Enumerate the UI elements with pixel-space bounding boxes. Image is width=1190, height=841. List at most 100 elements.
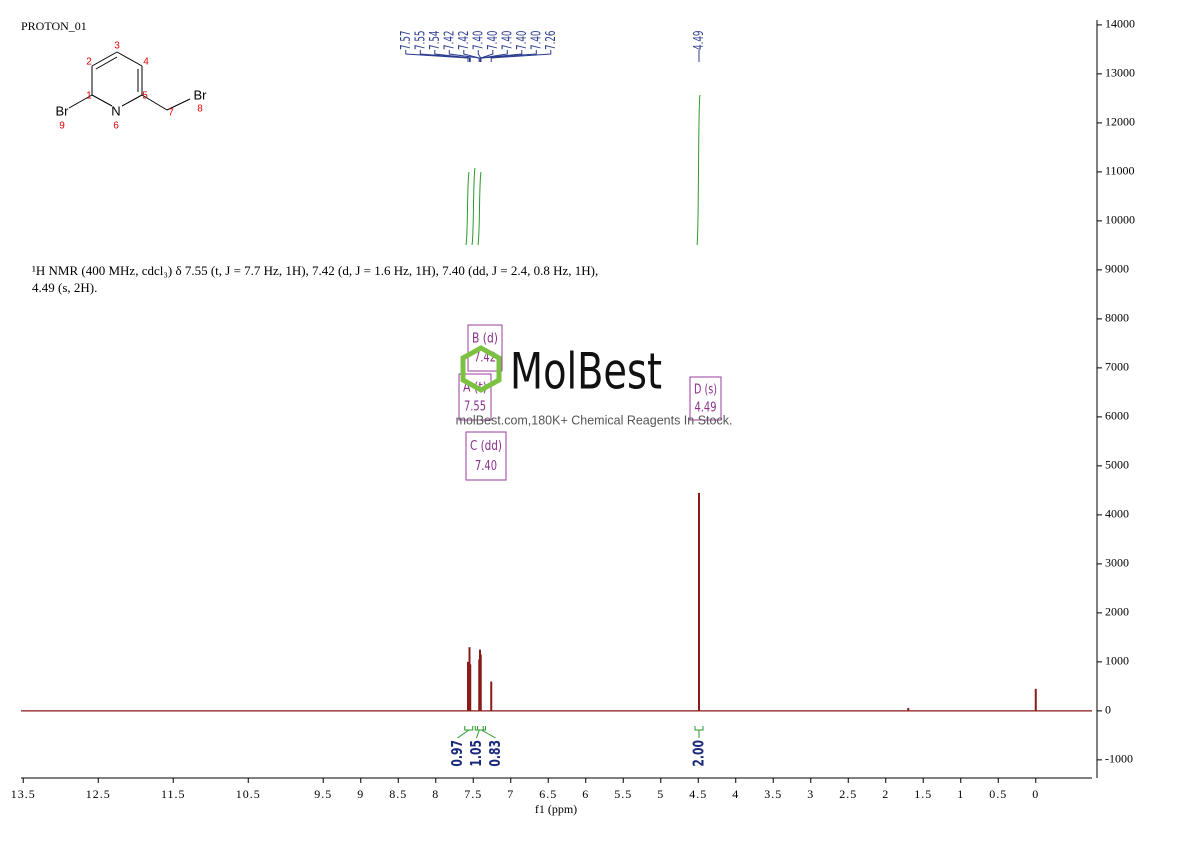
x-tick-label: 6.5 (539, 787, 557, 801)
x-tick-label: 2 (882, 787, 889, 801)
x-tick-label: 4 (732, 787, 739, 801)
x-tick-label: 9.5 (314, 787, 332, 801)
x-tick-label: 1.5 (914, 787, 932, 801)
multiplet-name: C (dd) (470, 439, 502, 454)
y-tick-label: 10000 (1105, 213, 1135, 227)
logo-text: MolBest (510, 343, 662, 401)
peak-label: 4.49 (691, 30, 707, 50)
atom-number: 2 (86, 57, 92, 68)
x-tick-label: 5.5 (614, 787, 632, 801)
peak-leader (405, 50, 469, 62)
x-tick-label: 0 (1032, 787, 1039, 801)
x-tick-label: 8.5 (389, 787, 407, 801)
peak-label: 7.40 (499, 30, 515, 50)
multiplet-name: D (s) (694, 382, 717, 397)
peak-leader (419, 50, 470, 62)
multiplet-box (689, 376, 722, 421)
integral-label: 0.97 (449, 740, 467, 767)
atom-label: Br (56, 103, 70, 118)
y-tick-label: 0 (1105, 703, 1111, 717)
y-tick-label: 2000 (1105, 605, 1129, 619)
x-tick-label: 2.5 (839, 787, 857, 801)
x-tick-label: 0.5 (989, 787, 1007, 801)
multiplet-shift: 7.40 (475, 459, 497, 474)
atom-number: 7 (168, 108, 174, 119)
nmr-description: ¹H NMR (400 MHz, cdcl₃) δ 7.55 (t, J = 7… (32, 263, 599, 295)
integral-leader (476, 729, 480, 739)
peak-label: 7.40 (470, 30, 486, 50)
atom-number: 4 (143, 57, 149, 68)
integral-bracket (474, 726, 484, 731)
x-tick-label: 10.5 (236, 787, 261, 801)
atom-number: 9 (59, 121, 65, 132)
y-tick-label: -1000 (1105, 752, 1133, 766)
integral-leader (457, 729, 470, 739)
integral-bracket (464, 726, 474, 731)
integral-bracket (477, 726, 486, 731)
integral-leader (481, 729, 496, 739)
atom-label: N (111, 103, 120, 118)
multiplet-box (465, 431, 507, 481)
multiplet-name: B (d) (472, 331, 498, 346)
peak-label: 7.42 (441, 30, 457, 50)
peak-label: 7.54 (426, 30, 442, 50)
x-tick-label: 1 (957, 787, 964, 801)
atom-number: 1 (86, 91, 92, 102)
x-tick-label: 9 (357, 787, 364, 801)
integral-label: 2.00 (690, 740, 708, 767)
atom-number: 8 (197, 104, 203, 115)
multiplet-shift: 4.49 (695, 400, 717, 415)
molecule (68, 51, 191, 111)
integral-curve (471, 167, 476, 246)
peak-leader (490, 50, 552, 62)
y-tick-label: 12000 (1105, 115, 1135, 129)
x-tick-label: 3.5 (764, 787, 782, 801)
integral-label: 0.83 (487, 740, 505, 767)
logo-mark (460, 345, 502, 393)
peak-leader (434, 50, 471, 62)
multiplet-shift: 7.55 (464, 400, 486, 415)
atom-number: 3 (114, 41, 120, 52)
x-tick-label: 6 (582, 787, 589, 801)
x-axis-label: f1 (ppm) (535, 802, 577, 816)
integral-bracket (694, 726, 704, 731)
atom-number: 6 (113, 121, 119, 132)
multiplet-box (467, 324, 503, 372)
x-tick-label: 4.5 (689, 787, 707, 801)
integral-label: 1.05 (468, 740, 486, 767)
y-tick-label: 14000 (1105, 17, 1135, 31)
x-tick-label: 3 (807, 787, 814, 801)
peak-label: 7.57 (397, 30, 413, 50)
atom-label: Br (194, 87, 208, 102)
peak-leader (463, 50, 480, 62)
x-tick-label: 7.5 (464, 787, 482, 801)
peak-label: 7.42 (455, 30, 471, 50)
integral-curve (477, 171, 482, 246)
chart-title: PROTON_01 (21, 19, 87, 33)
y-tick-label: 13000 (1105, 66, 1135, 80)
peak-leader (480, 50, 537, 62)
peak-label: 7.40 (513, 30, 529, 50)
x-tick-label: 11.5 (161, 787, 186, 801)
watermark-text: molBest.com,180K+ Chemical Reagents In S… (456, 413, 733, 427)
integral-curve (696, 94, 701, 246)
y-tick-label: 3000 (1105, 556, 1129, 570)
multiplet-box (458, 373, 492, 421)
y-tick-label: 6000 (1105, 409, 1129, 423)
peak-label: 7.40 (528, 30, 544, 50)
atom-number: 5 (142, 91, 148, 102)
peak-label: 7.26 (542, 30, 558, 50)
x-tick-label: 12.5 (86, 787, 111, 801)
y-tick-label: 5000 (1105, 458, 1129, 472)
x-tick-label: 8 (432, 787, 439, 801)
y-tick-label: 7000 (1105, 360, 1129, 374)
peak-label: 7.40 (484, 30, 500, 50)
y-tick-label: 11000 (1105, 164, 1135, 178)
y-tick-label: 9000 (1105, 262, 1129, 276)
y-tick-label: 8000 (1105, 311, 1129, 325)
watermark: MolBest molBest.com,180K+ Chemical Reage… (456, 343, 733, 428)
peak-label: 7.55 (412, 30, 428, 50)
y-tick-label: 1000 (1105, 654, 1129, 668)
